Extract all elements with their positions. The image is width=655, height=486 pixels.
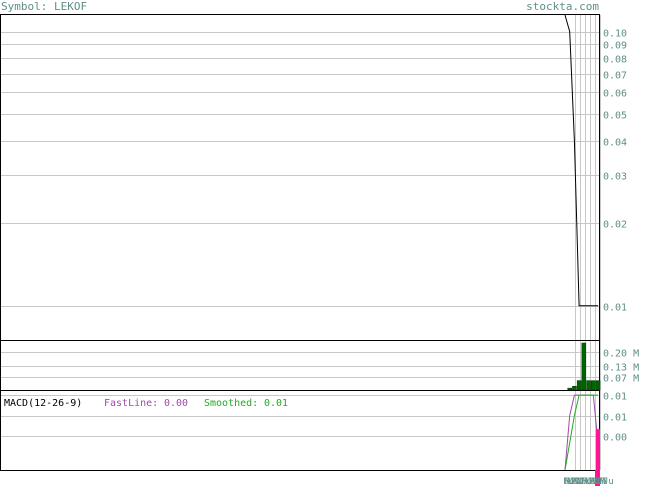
volume-tick-label: 0.20 M [603,349,639,360]
price-tick-label: 0.09 [603,41,627,52]
x-tick-label: M [600,477,606,486]
x-tick-label: A [602,477,608,486]
x-tick-label: A [572,477,578,486]
macd-tick-label: 0.00 [603,433,627,444]
x-tick-label: J [569,477,574,486]
x-tick-label: N [576,477,581,486]
x-tick-label: N [594,477,599,486]
price-tick-label: 0.03 [603,172,627,183]
volume-bar [576,380,582,391]
x-tick-label: A [584,477,590,486]
price-tick-label: 0.10 [603,29,627,40]
macd-smoothed-value: 0.01 [264,398,288,409]
x-tick-label: S [591,477,596,486]
x-tick-label: Ju [603,477,614,486]
x-tick-label: O [593,477,598,486]
macd-tick-label: 0.01 [603,392,627,403]
x-tick-label: J [587,477,592,486]
x-tick-label: A [566,477,572,486]
x-tick-label: S [573,477,578,486]
volume-panel-border [0,340,600,391]
price-tick-label: 0.07 [603,71,627,82]
price-tick-label: 0.04 [603,138,627,149]
x-tick-label: F [563,477,568,486]
x-tick-label: A [590,477,596,486]
x-tick-label: M [582,477,588,486]
price-panel-border [0,14,600,341]
macd-tick-label: 0.01 [603,413,627,424]
volume-tick-label: 0.13 M [603,363,639,374]
x-tick-label: J [588,477,593,486]
price-tick-label: 0.02 [603,220,627,231]
x-tick-label: F [581,477,586,486]
x-tick-label: M [567,477,573,486]
price-line [564,14,598,307]
x-tick-label: M [565,477,571,486]
site-name[interactable]: stockta.com [526,0,599,13]
symbol-label: Symbol: LEKOF [1,0,88,13]
x-tick-label: O [575,477,580,486]
macd-histogram-bar [595,470,600,486]
volume-bar [595,380,601,391]
macd-panel-border [0,390,600,471]
macd-smoothed-line [564,394,598,471]
volume-bar [591,380,596,391]
x-tick-label: J [597,477,602,486]
price-tick-label: 0.01 [603,303,627,314]
volume-bar [572,385,577,391]
volume-bar [567,387,572,391]
price-tick-label: 0.05 [603,111,627,122]
macd-fastline-label: FastLine: [104,398,158,409]
volume-bar [581,342,587,391]
x-tick-label: F [599,477,604,486]
x-tick-label: D [578,477,583,486]
macd-label: MACD(12-26-9) [4,398,82,409]
macd-histogram-bar [596,429,600,470]
x-tick-label: J [570,477,575,486]
x-tick-label: J [579,477,584,486]
volume-bar [586,380,591,391]
macd-fastline-value: 0.00 [164,398,188,409]
macd-smoothed-label: Smoothed: [204,398,258,409]
price-tick-label: 0.06 [603,89,627,100]
x-tick-label: M [585,477,591,486]
x-tick-label: D [596,477,601,486]
macd-fastline [564,394,599,471]
price-tick-label: 0.08 [603,55,627,66]
volume-tick-label: 0.07 M [603,374,639,385]
